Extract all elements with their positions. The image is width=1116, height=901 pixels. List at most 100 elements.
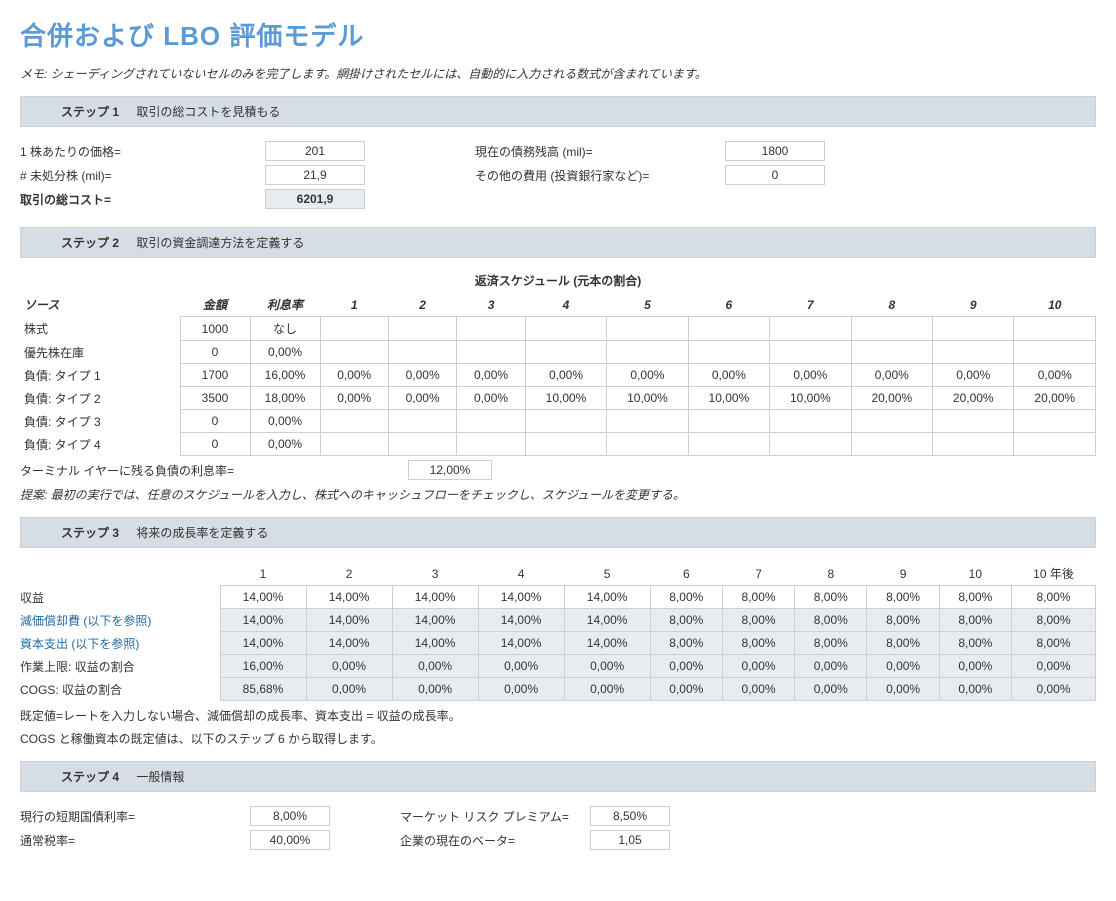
funding-sched-cell[interactable]: [688, 410, 769, 433]
funding-rate-cell[interactable]: 16,00%: [250, 364, 320, 387]
growth-cell[interactable]: 8,00%: [650, 586, 722, 609]
funding-sched-cell[interactable]: [320, 317, 388, 341]
funding-sched-cell[interactable]: [688, 433, 769, 456]
funding-sched-cell[interactable]: [1014, 341, 1096, 364]
funding-sched-cell[interactable]: [933, 410, 1014, 433]
growth-cell[interactable]: 8,00%: [650, 632, 722, 655]
funding-sched-cell[interactable]: 0,00%: [933, 364, 1014, 387]
funding-sched-cell[interactable]: [851, 410, 932, 433]
growth-cell[interactable]: 14,00%: [478, 586, 564, 609]
growth-cell[interactable]: 14,00%: [220, 632, 306, 655]
funding-sched-cell[interactable]: 20,00%: [851, 387, 932, 410]
funding-sched-cell[interactable]: [688, 317, 769, 341]
funding-sched-cell[interactable]: [388, 317, 456, 341]
growth-cell[interactable]: 8,00%: [939, 586, 1011, 609]
funding-sched-cell[interactable]: [320, 433, 388, 456]
growth-cell[interactable]: 8,00%: [795, 609, 867, 632]
funding-sched-cell[interactable]: [388, 341, 456, 364]
price-per-share-cell[interactable]: 201: [265, 141, 365, 161]
funding-sched-cell[interactable]: 0,00%: [320, 364, 388, 387]
funding-sched-cell[interactable]: 0,00%: [770, 364, 851, 387]
funding-sched-cell[interactable]: [388, 433, 456, 456]
growth-cell[interactable]: 0,00%: [392, 678, 478, 701]
growth-cell[interactable]: 8,00%: [722, 586, 794, 609]
funding-sched-cell[interactable]: 10,00%: [607, 387, 688, 410]
growth-cell[interactable]: 0,00%: [795, 678, 867, 701]
funding-sched-cell[interactable]: [851, 433, 932, 456]
growth-cell[interactable]: 0,00%: [478, 655, 564, 678]
growth-cell[interactable]: 8,00%: [1011, 632, 1095, 655]
growth-cell[interactable]: 0,00%: [722, 655, 794, 678]
growth-cell[interactable]: 0,00%: [722, 678, 794, 701]
growth-cell[interactable]: 14,00%: [306, 609, 392, 632]
growth-cell[interactable]: 14,00%: [564, 586, 650, 609]
funding-sched-cell[interactable]: [851, 341, 932, 364]
funding-sched-cell[interactable]: [457, 317, 525, 341]
funding-sched-cell[interactable]: [525, 433, 606, 456]
funding-sched-cell[interactable]: 10,00%: [688, 387, 769, 410]
growth-cell[interactable]: 0,00%: [564, 678, 650, 701]
funding-sched-cell[interactable]: 0,00%: [851, 364, 932, 387]
outstanding-cell[interactable]: 21,9: [265, 165, 365, 185]
beta-cell[interactable]: 1,05: [590, 830, 670, 850]
funding-sched-cell[interactable]: [1014, 410, 1096, 433]
growth-cell[interactable]: 14,00%: [392, 632, 478, 655]
funding-sched-cell[interactable]: [851, 317, 932, 341]
growth-cell[interactable]: 8,00%: [722, 609, 794, 632]
growth-cell[interactable]: 14,00%: [478, 632, 564, 655]
funding-sched-cell[interactable]: 10,00%: [525, 387, 606, 410]
funding-sched-cell[interactable]: [770, 317, 851, 341]
funding-sched-cell[interactable]: [770, 433, 851, 456]
growth-cell[interactable]: 8,00%: [867, 609, 939, 632]
growth-cell[interactable]: 14,00%: [564, 609, 650, 632]
funding-sched-cell[interactable]: [388, 410, 456, 433]
growth-cell[interactable]: 0,00%: [306, 678, 392, 701]
funding-sched-cell[interactable]: 0,00%: [320, 387, 388, 410]
funding-rate-cell[interactable]: 18,00%: [250, 387, 320, 410]
funding-sched-cell[interactable]: 0,00%: [607, 364, 688, 387]
terminal-rate-cell[interactable]: 12,00%: [408, 460, 492, 480]
funding-sched-cell[interactable]: 0,00%: [1014, 364, 1096, 387]
tax-cell[interactable]: 40,00%: [250, 830, 330, 850]
funding-sched-cell[interactable]: [607, 433, 688, 456]
growth-cell[interactable]: 85,68%: [220, 678, 306, 701]
growth-cell[interactable]: 0,00%: [867, 678, 939, 701]
funding-sched-cell[interactable]: [525, 341, 606, 364]
funding-sched-cell[interactable]: [457, 410, 525, 433]
growth-cell[interactable]: 14,00%: [220, 586, 306, 609]
growth-cell[interactable]: 8,00%: [867, 586, 939, 609]
funding-sched-cell[interactable]: [457, 433, 525, 456]
funding-sched-cell[interactable]: [770, 341, 851, 364]
funding-sched-cell[interactable]: [607, 317, 688, 341]
funding-sched-cell[interactable]: [320, 341, 388, 364]
growth-cell[interactable]: 16,00%: [220, 655, 306, 678]
growth-cell[interactable]: 8,00%: [722, 632, 794, 655]
growth-cell[interactable]: 8,00%: [650, 609, 722, 632]
funding-sched-cell[interactable]: 0,00%: [388, 364, 456, 387]
growth-cell[interactable]: 14,00%: [564, 632, 650, 655]
growth-cell[interactable]: 8,00%: [1011, 609, 1095, 632]
growth-cell[interactable]: 0,00%: [650, 678, 722, 701]
growth-cell[interactable]: 0,00%: [478, 678, 564, 701]
funding-sched-cell[interactable]: 20,00%: [1014, 387, 1096, 410]
growth-cell[interactable]: 0,00%: [650, 655, 722, 678]
funding-amount-cell[interactable]: 3500: [180, 387, 250, 410]
growth-cell[interactable]: 8,00%: [939, 609, 1011, 632]
growth-cell[interactable]: 0,00%: [564, 655, 650, 678]
growth-cell[interactable]: 14,00%: [306, 632, 392, 655]
growth-cell[interactable]: 0,00%: [306, 655, 392, 678]
funding-sched-cell[interactable]: 0,00%: [525, 364, 606, 387]
funding-sched-cell[interactable]: [525, 317, 606, 341]
tbill-cell[interactable]: 8,00%: [250, 806, 330, 826]
growth-cell[interactable]: 14,00%: [220, 609, 306, 632]
funding-amount-cell[interactable]: 1700: [180, 364, 250, 387]
growth-cell[interactable]: 14,00%: [306, 586, 392, 609]
growth-cell[interactable]: 14,00%: [478, 609, 564, 632]
funding-rate-cell[interactable]: 0,00%: [250, 341, 320, 364]
funding-rate-cell[interactable]: なし: [250, 317, 320, 341]
growth-cell[interactable]: 0,00%: [1011, 655, 1095, 678]
growth-cell[interactable]: 0,00%: [1011, 678, 1095, 701]
funding-sched-cell[interactable]: [770, 410, 851, 433]
funding-sched-cell[interactable]: [933, 433, 1014, 456]
growth-cell[interactable]: 8,00%: [1011, 586, 1095, 609]
